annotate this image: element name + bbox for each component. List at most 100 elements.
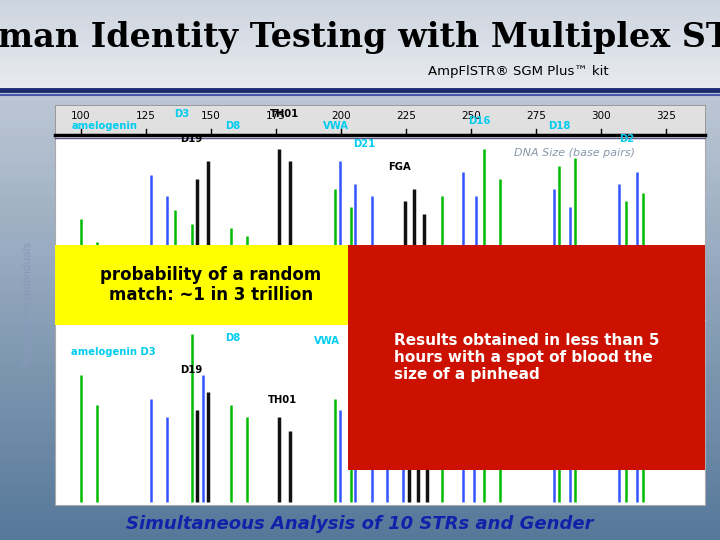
Bar: [0, 84, 720, 87]
Text: VWA: VWA: [323, 122, 349, 131]
Bar: [0, 128, 720, 135]
Text: 200: 200: [331, 111, 351, 121]
Text: D18: D18: [548, 122, 570, 131]
Bar: [0, 162, 720, 168]
Text: 275: 275: [526, 111, 546, 121]
Text: AmpFlSTR® SGM Plus™ kit: AmpFlSTR® SGM Plus™ kit: [428, 65, 608, 78]
Bar: [0, 492, 720, 500]
Bar: [0, 426, 720, 432]
Bar: [0, 63, 720, 66]
Bar: [0, 453, 720, 459]
Bar: [0, 263, 720, 270]
Bar: [0, 310, 720, 317]
Bar: [55, 245, 367, 325]
Bar: [0, 45, 720, 48]
Text: D8: D8: [225, 333, 240, 343]
Bar: [0, 405, 720, 411]
Bar: [0, 0, 720, 3]
Bar: [0, 87, 720, 94]
Bar: [0, 48, 720, 51]
Bar: [0, 66, 720, 69]
Text: 300: 300: [591, 111, 611, 121]
Bar: [0, 135, 720, 141]
Bar: [0, 18, 720, 21]
Bar: [0, 357, 720, 364]
Bar: [0, 42, 720, 45]
Bar: [0, 500, 720, 507]
Bar: [0, 351, 720, 357]
Bar: [0, 87, 720, 90]
Bar: [0, 284, 720, 291]
Bar: [0, 513, 720, 519]
Bar: [0, 378, 720, 384]
Bar: [0, 243, 720, 249]
Bar: [0, 317, 720, 324]
Bar: [0, 330, 720, 338]
Bar: [0, 465, 720, 472]
Text: Human Identity Testing with Multiplex STRs: Human Identity Testing with Multiplex ST…: [0, 22, 720, 55]
Text: amelogenin: amelogenin: [71, 122, 138, 131]
Bar: [0, 102, 720, 108]
Text: D2: D2: [619, 372, 634, 382]
Bar: [0, 303, 720, 310]
Bar: [0, 69, 720, 72]
Text: 325: 325: [656, 111, 676, 121]
Bar: [0, 108, 720, 115]
Bar: [0, 72, 720, 75]
Text: D21: D21: [353, 139, 375, 148]
Bar: [0, 472, 720, 480]
Text: Results obtained in less than 5
hours with a spot of blood the
size of a pinhead: Results obtained in less than 5 hours wi…: [394, 333, 659, 382]
Bar: [0, 446, 720, 453]
Bar: [0, 94, 720, 102]
Bar: [0, 189, 720, 195]
Bar: [0, 33, 720, 40]
Text: 150: 150: [201, 111, 221, 121]
Bar: [0, 399, 720, 405]
Bar: [0, 324, 720, 330]
Bar: [0, 20, 720, 27]
Bar: [0, 14, 720, 20]
Bar: [348, 245, 705, 470]
Bar: [0, 411, 720, 418]
Text: D3: D3: [174, 109, 189, 119]
Text: D21: D21: [349, 340, 372, 350]
Bar: [0, 40, 720, 47]
Bar: [0, 276, 720, 284]
Text: Simultaneous Analysis of 10 STRs and Gender: Simultaneous Analysis of 10 STRs and Gen…: [126, 515, 594, 533]
Bar: [0, 176, 720, 183]
Bar: [0, 297, 720, 303]
Bar: [0, 81, 720, 87]
Bar: [0, 3, 720, 6]
Text: 175: 175: [266, 111, 286, 121]
Bar: [0, 156, 720, 162]
Bar: [0, 438, 720, 445]
Bar: [0, 372, 720, 378]
Bar: [0, 148, 720, 156]
Bar: [0, 270, 720, 276]
Bar: [0, 51, 720, 54]
Bar: [0, 209, 720, 216]
Bar: [0, 534, 720, 540]
Bar: [0, 30, 720, 33]
Bar: [0, 459, 720, 465]
Bar: [0, 526, 720, 534]
Bar: [0, 507, 720, 513]
Bar: [0, 39, 720, 42]
Bar: [0, 230, 720, 237]
Bar: [0, 68, 720, 74]
Bar: [0, 432, 720, 438]
Bar: [0, 75, 720, 78]
Bar: [0, 291, 720, 297]
Text: 225: 225: [396, 111, 416, 121]
Text: D16: D16: [468, 116, 490, 126]
Bar: [0, 418, 720, 426]
Text: 125: 125: [136, 111, 156, 121]
Text: D19: D19: [181, 133, 203, 144]
Bar: [0, 60, 720, 63]
Bar: [0, 168, 720, 176]
Bar: [0, 57, 720, 60]
Bar: [0, 54, 720, 57]
Text: FGA: FGA: [390, 377, 413, 387]
Bar: [0, 519, 720, 526]
Bar: [0, 392, 720, 399]
